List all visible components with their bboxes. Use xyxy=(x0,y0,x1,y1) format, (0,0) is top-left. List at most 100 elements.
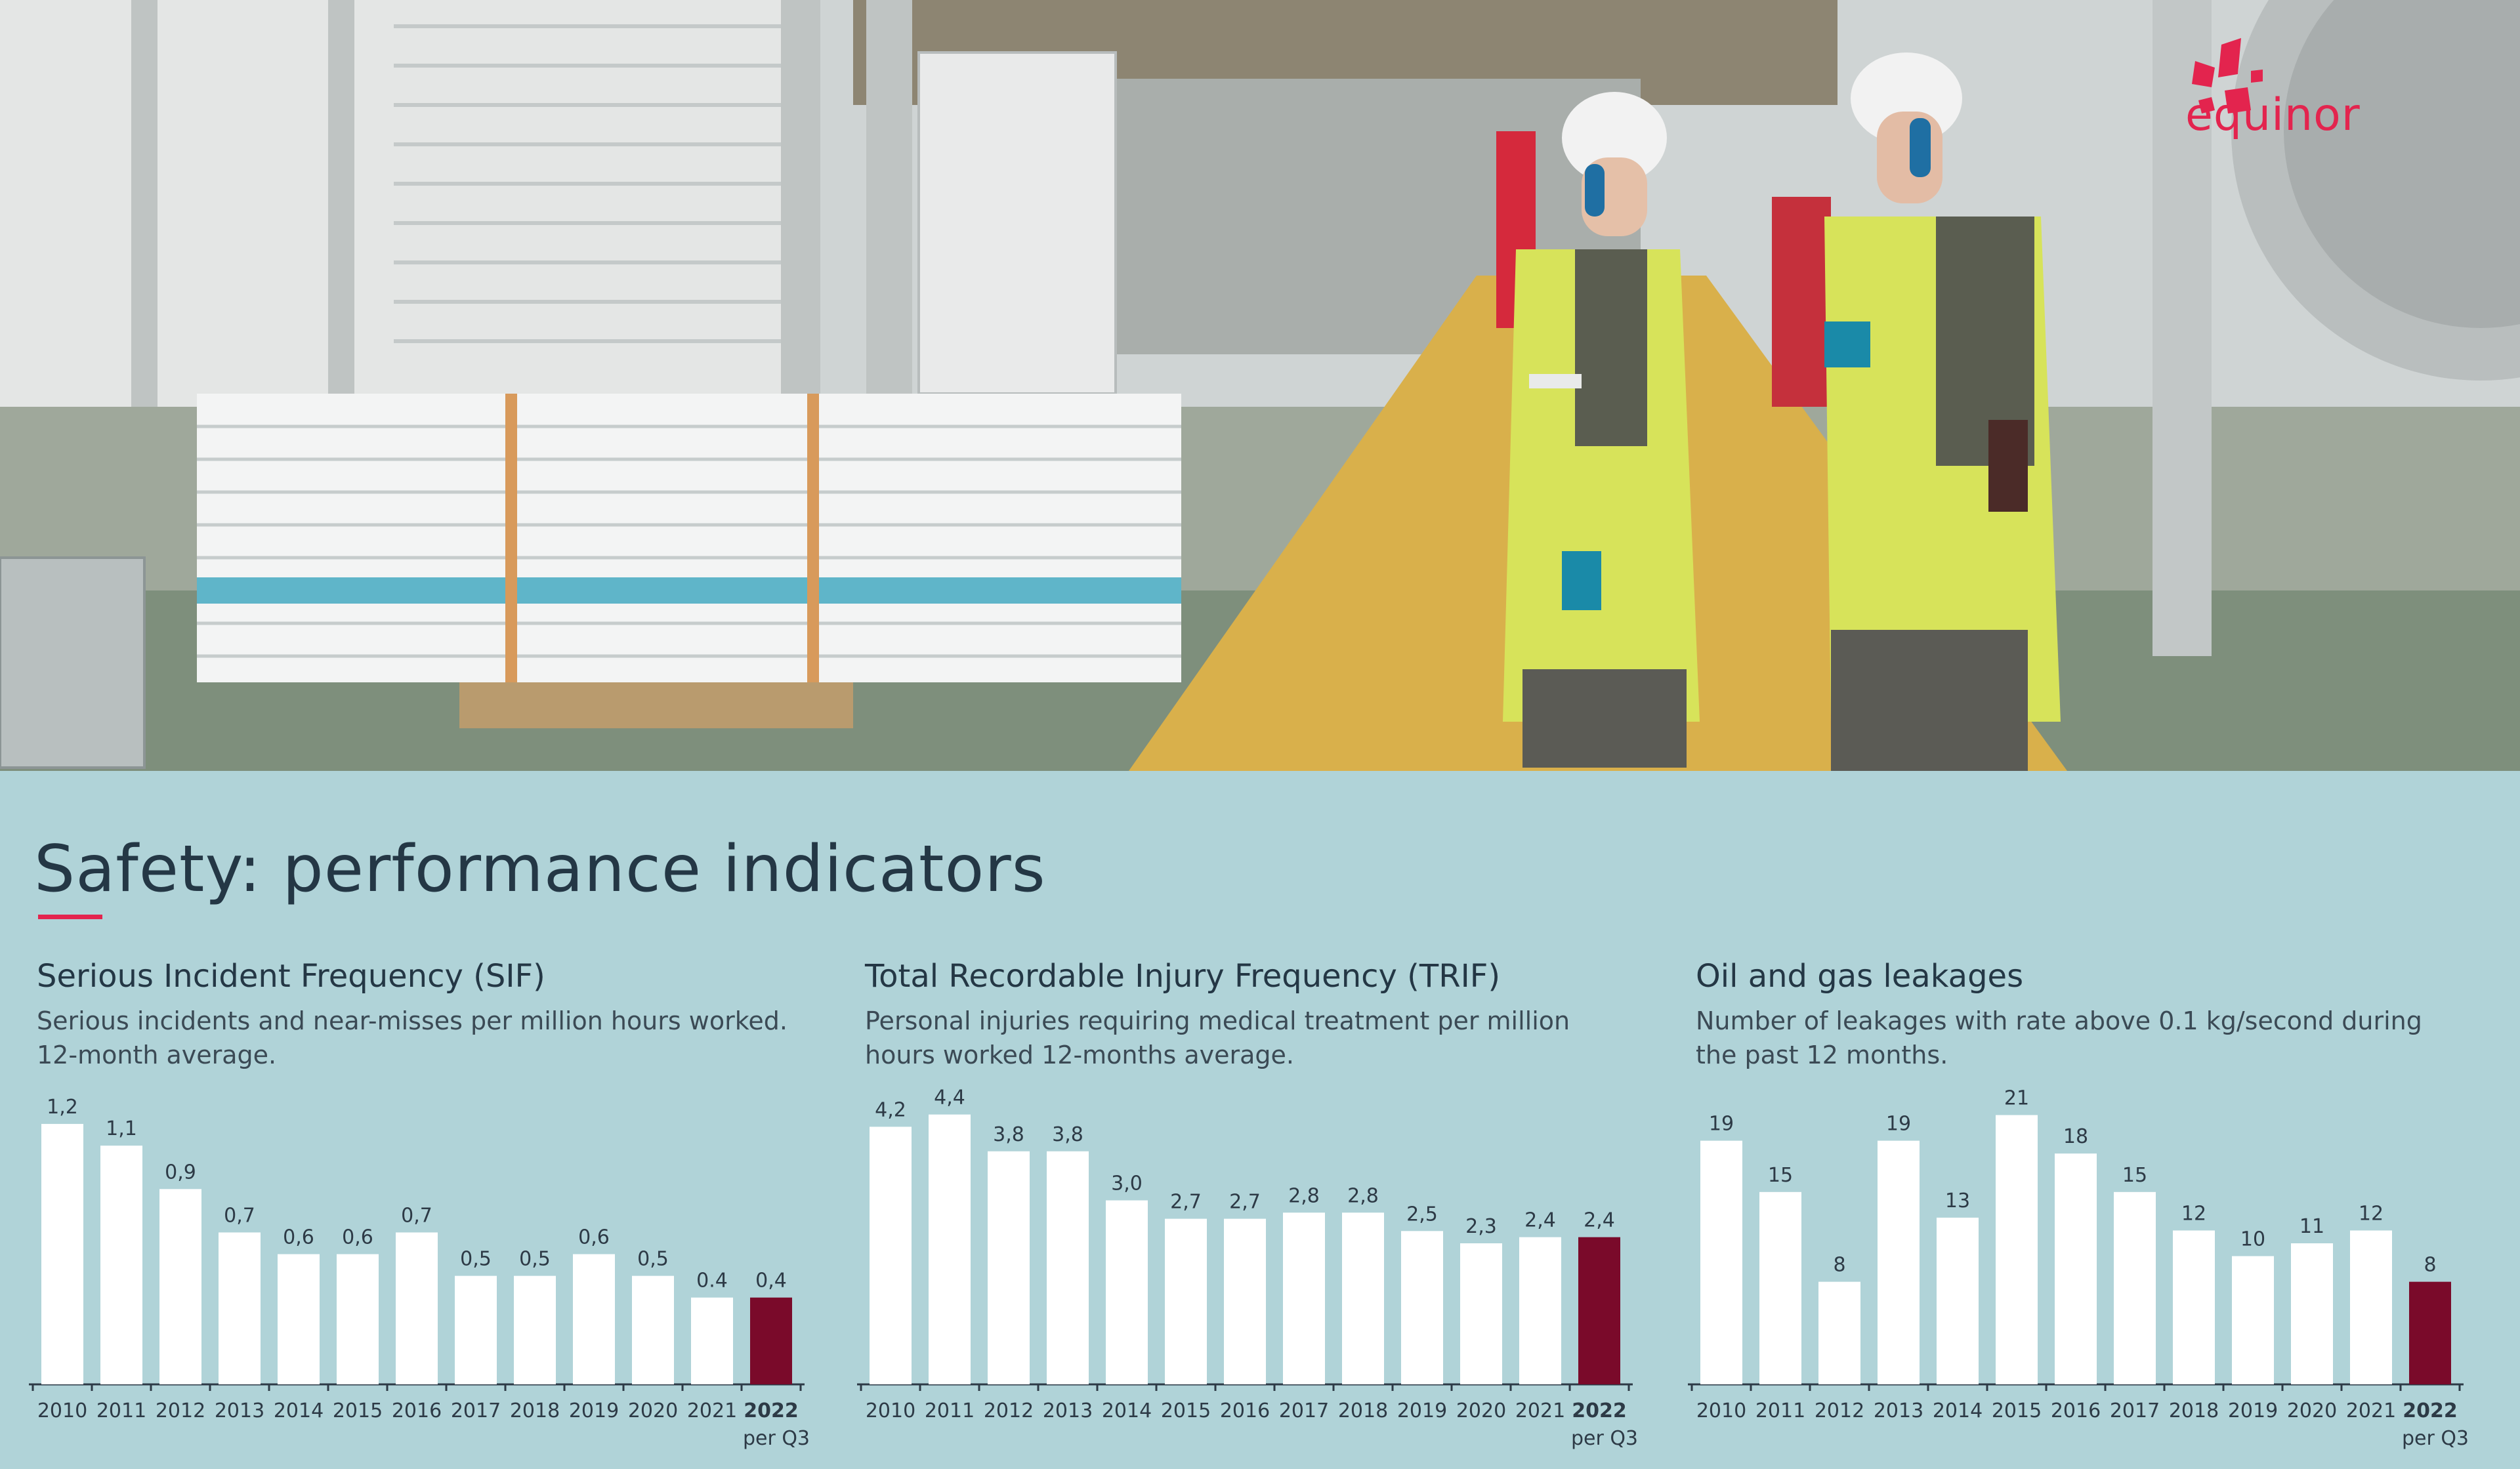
equinor-star-icon xyxy=(2192,38,2263,114)
leakage-bar-chart: 19 2010 15 2011 8 2012 19 2013 13 2014 21 2015 18 201… xyxy=(1688,1087,2469,1450)
tick-label: 2017 xyxy=(2110,1399,2160,1422)
chart-subtitle: Personal injuries requiring medical trea… xyxy=(865,1006,1570,1069)
data-label: 0,6 xyxy=(578,1226,610,1249)
tick-note: per Q3 xyxy=(2402,1427,2469,1450)
data-label: 0,7 xyxy=(401,1204,432,1227)
data-label: 2,4 xyxy=(1584,1209,1615,1232)
tick-label: 2017 xyxy=(451,1399,501,1422)
data-label: 13 xyxy=(1945,1190,1970,1212)
tick-label: 2011 xyxy=(925,1399,975,1422)
tick-label: 2011 xyxy=(1755,1399,1805,1422)
chart-subtitle: Number of leakages with rate above 0.1 k… xyxy=(1696,1006,2422,1069)
tick-label: 2020 xyxy=(2287,1399,2337,1422)
page-title: Safety: performance indicators xyxy=(34,832,1046,907)
tick-label: 2011 xyxy=(96,1399,146,1422)
tick-label: 2010 xyxy=(866,1399,915,1422)
data-label: 0,6 xyxy=(283,1226,314,1249)
bar-2020 xyxy=(1460,1243,1502,1384)
data-label: 8 xyxy=(2424,1254,2436,1277)
bar-2011 xyxy=(100,1146,142,1384)
tick-label: 2018 xyxy=(1338,1399,1388,1422)
data-label: 0,7 xyxy=(224,1204,255,1227)
tick-label: 2013 xyxy=(215,1399,264,1422)
tick-label: 2022 xyxy=(2403,1399,2458,1422)
data-label: 2,4 xyxy=(1524,1209,1556,1232)
bar-2019 xyxy=(1401,1231,1443,1384)
chart-subtitle: Serious incidents and near-misses per mi… xyxy=(37,1006,788,1069)
tick-label: 2022 xyxy=(744,1399,799,1422)
bar-2011 xyxy=(929,1114,971,1384)
data-label: 15 xyxy=(2122,1164,2147,1187)
data-label: 0,9 xyxy=(165,1161,196,1184)
data-label: 0,6 xyxy=(342,1226,373,1249)
bar-2012 xyxy=(1818,1281,1860,1384)
data-label: 19 xyxy=(1886,1113,1911,1136)
bar-2014 xyxy=(1937,1217,1979,1384)
data-label: 3,8 xyxy=(993,1123,1024,1146)
tick-label: 2018 xyxy=(2169,1399,2219,1422)
data-label: 1,2 xyxy=(47,1096,78,1119)
data-label: 3,0 xyxy=(1111,1172,1143,1195)
equinor-logo: equinor xyxy=(2185,38,2461,143)
data-label: 0,5 xyxy=(519,1248,551,1271)
bar-2020 xyxy=(632,1275,674,1384)
logo-wordmark: equinor xyxy=(2185,89,2361,141)
tick-label: 2014 xyxy=(1102,1399,1152,1422)
tick-label: 2018 xyxy=(510,1399,560,1422)
bar-2015 xyxy=(337,1254,379,1384)
data-label: 18 xyxy=(2063,1125,2088,1148)
data-label: 0,4 xyxy=(755,1270,787,1293)
bar-2014 xyxy=(1106,1200,1148,1384)
bar-2016 xyxy=(2055,1153,2097,1384)
trif-panel: Total Recordable Injury Frequency (TRIF)… xyxy=(857,958,1672,1457)
title-accent-rule xyxy=(38,915,102,919)
bar-2012 xyxy=(159,1189,201,1384)
data-label: 8 xyxy=(1833,1254,1845,1277)
tick-label: 2012 xyxy=(1815,1399,1864,1422)
sif-bar-chart: 1,2 2010 1,1 2011 0,9 2012 0,7 2013 0,6 2014 0,6 20… xyxy=(29,1096,810,1450)
tick-label: 2010 xyxy=(37,1399,87,1422)
trif-bar-chart: 4,2 2010 4,4 2011 3,8 2012 3,8 2013 3,0 2014 2,7 20… xyxy=(857,1086,1638,1450)
bar-2019 xyxy=(2232,1256,2274,1384)
bar-2015 xyxy=(1996,1115,2038,1384)
tick-label: 2019 xyxy=(569,1399,619,1422)
data-label: 2,7 xyxy=(1170,1191,1202,1214)
bar-2016 xyxy=(396,1232,438,1384)
tick-label: 2019 xyxy=(2228,1399,2278,1422)
bar-2021 xyxy=(1519,1237,1561,1384)
tick-label: 2021 xyxy=(687,1399,737,1422)
tick-label: 2019 xyxy=(1397,1399,1447,1422)
bar-2017 xyxy=(1283,1212,1325,1384)
bar-2010 xyxy=(1700,1140,1742,1384)
tick-label: 2017 xyxy=(1279,1399,1329,1422)
data-label: 12 xyxy=(2181,1202,2206,1225)
tick-label: 2013 xyxy=(1874,1399,1923,1422)
data-label: 0,5 xyxy=(637,1248,669,1271)
bar-2013 xyxy=(219,1232,261,1384)
data-label: 4,2 xyxy=(875,1098,906,1121)
industrial-facility-photo xyxy=(0,0,2520,771)
chart-title: Oil and gas leakages xyxy=(1696,958,2024,995)
tick-label: 2021 xyxy=(2346,1399,2396,1422)
bar-2017 xyxy=(455,1275,497,1384)
bar-2022 xyxy=(1578,1237,1620,1384)
data-label: 0.4 xyxy=(696,1270,728,1293)
data-label: 21 xyxy=(2004,1087,2029,1110)
tick-label: 2016 xyxy=(2051,1399,2101,1422)
tick-label: 2014 xyxy=(1933,1399,1983,1422)
tick-label: 2010 xyxy=(1696,1399,1746,1422)
bar-2011 xyxy=(1759,1191,1801,1384)
bar-2016 xyxy=(1224,1218,1266,1384)
bar-2018 xyxy=(1342,1212,1384,1384)
data-label: 15 xyxy=(1768,1164,1793,1187)
data-label: 2,8 xyxy=(1347,1184,1379,1207)
data-label: 10 xyxy=(2240,1228,2265,1251)
data-label: 2,3 xyxy=(1465,1215,1497,1238)
data-label: 2,5 xyxy=(1406,1203,1438,1226)
chart-title: Serious Incident Frequency (SIF) xyxy=(37,958,545,995)
data-label: 19 xyxy=(1709,1113,1734,1136)
tick-label: 2014 xyxy=(274,1399,324,1422)
bar-2018 xyxy=(514,1275,556,1384)
tick-label: 2016 xyxy=(392,1399,442,1422)
bar-2014 xyxy=(278,1254,320,1384)
